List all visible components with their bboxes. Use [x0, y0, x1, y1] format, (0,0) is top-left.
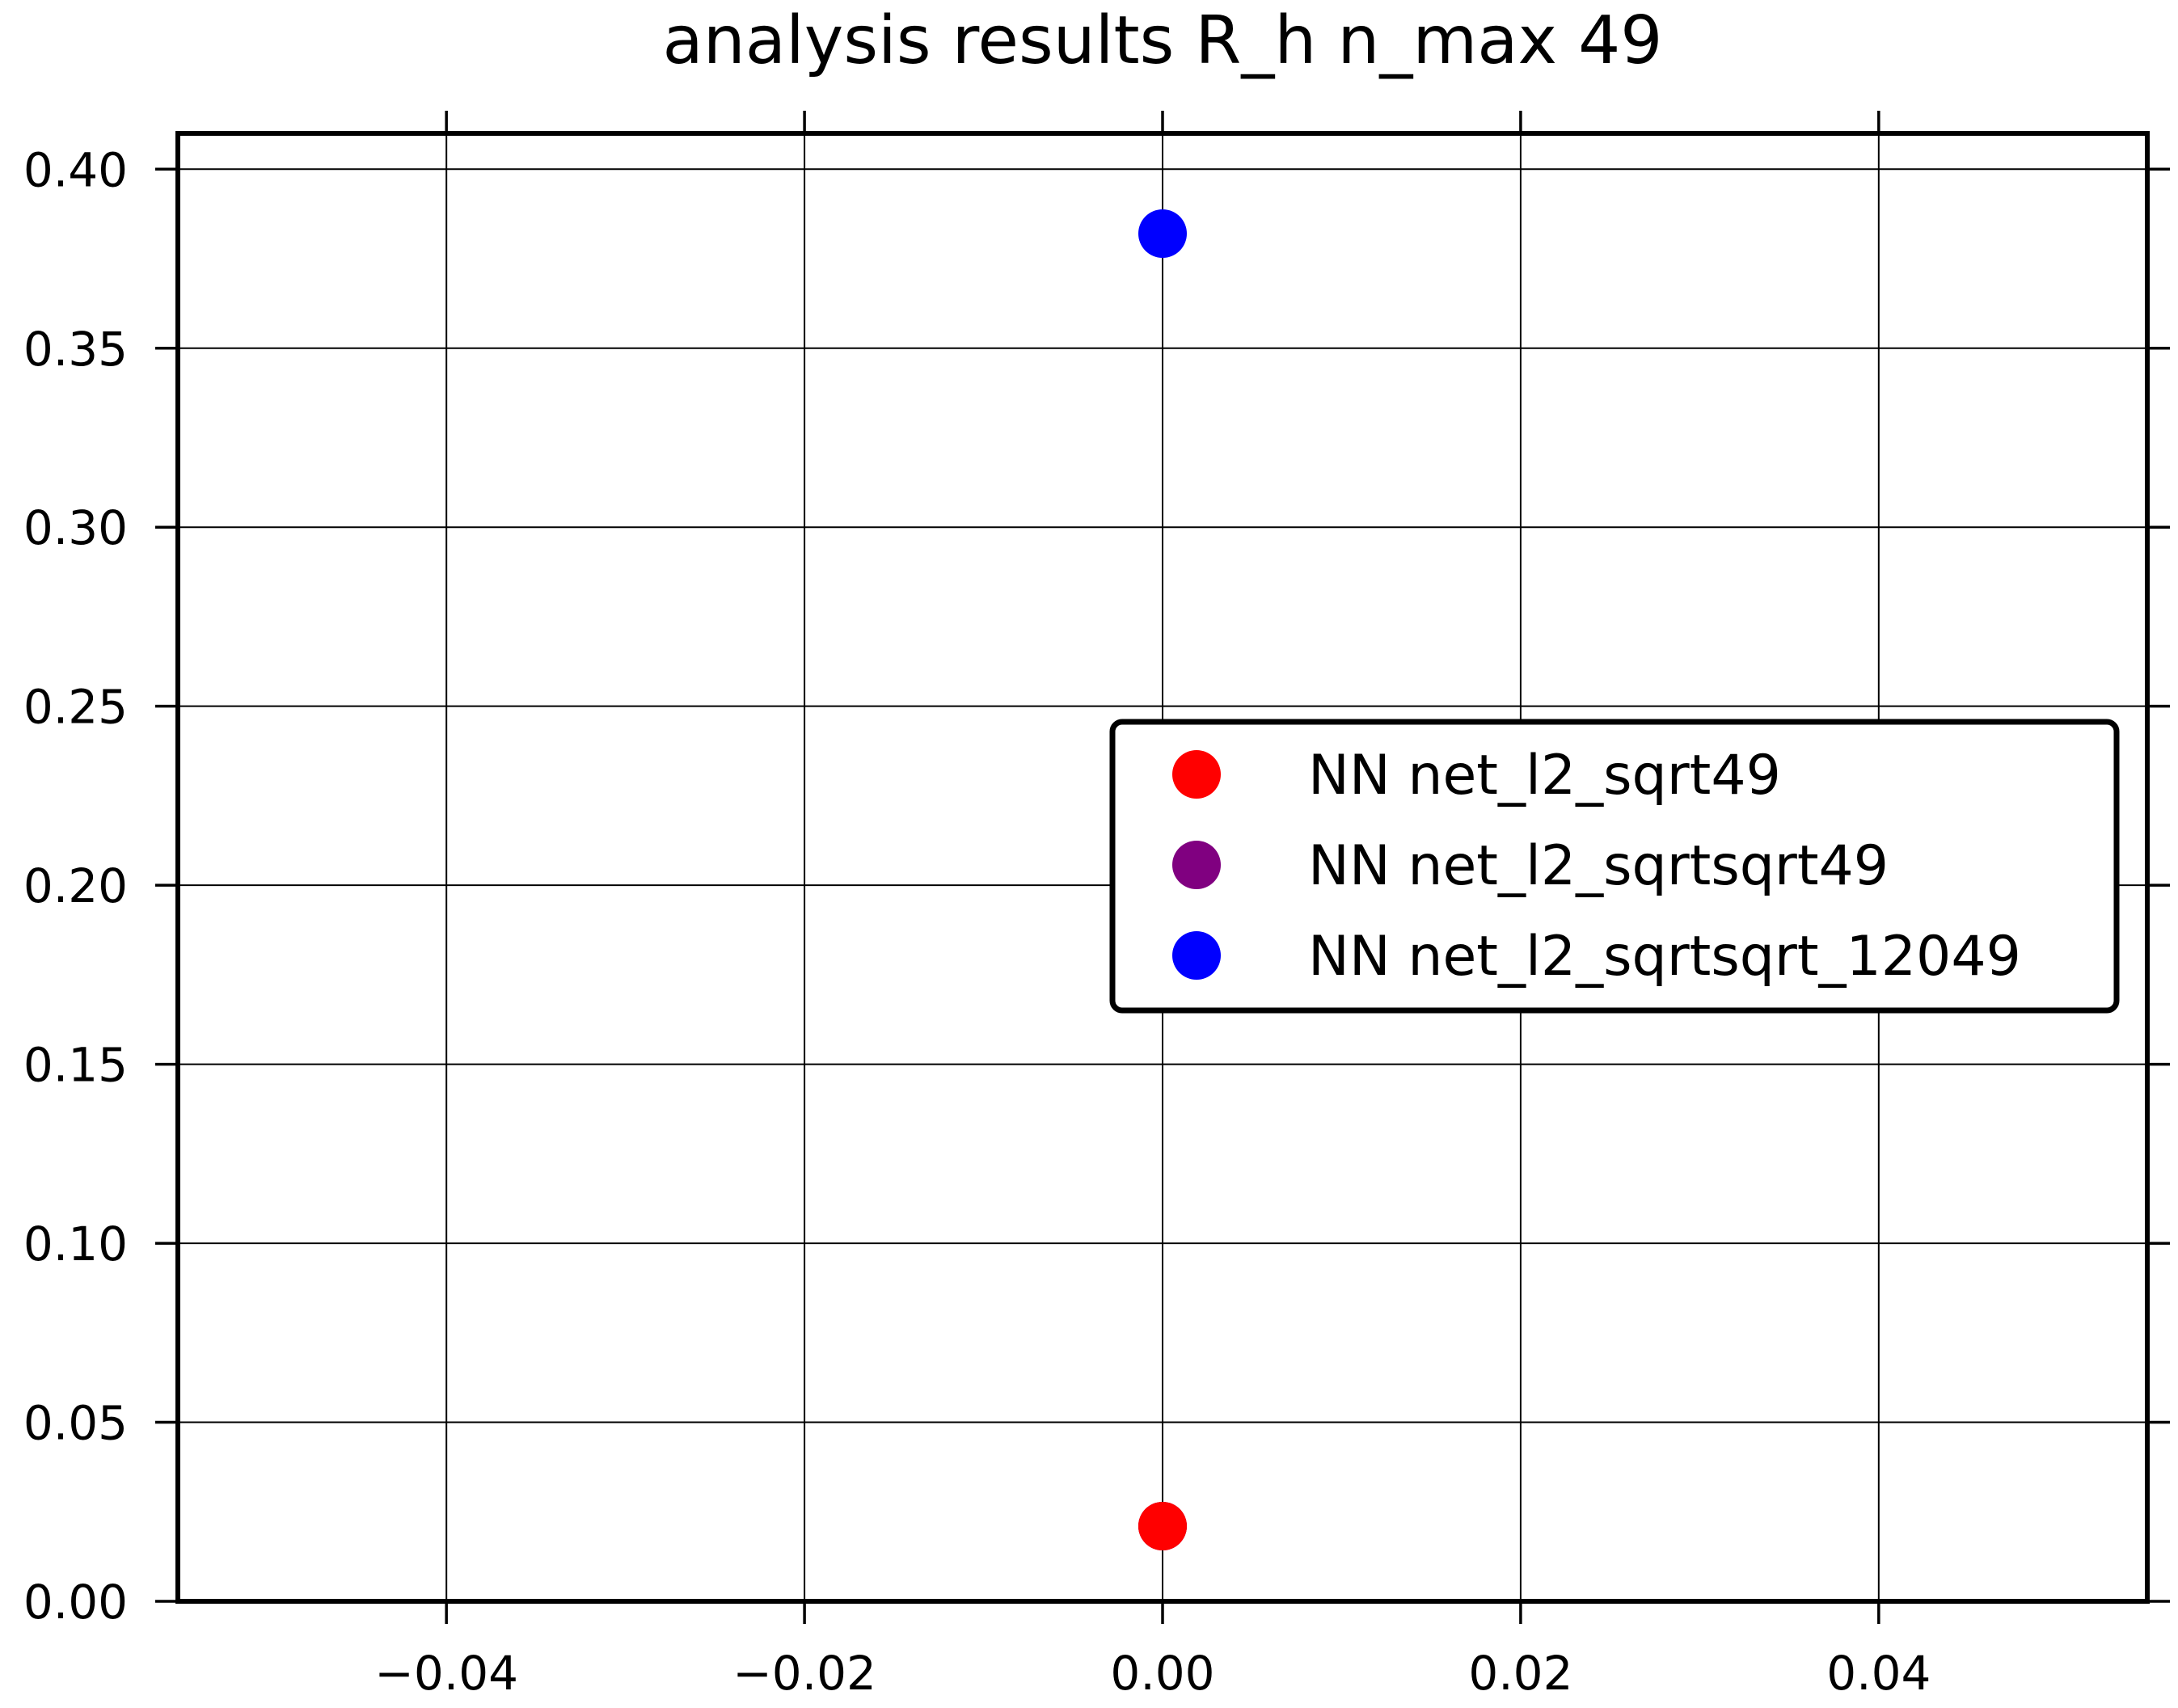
- y-tick-label: 0.25: [23, 680, 128, 735]
- legend-label: NN net_l2_sqrt49: [1308, 744, 1781, 808]
- y-tick-label: 0.35: [23, 322, 128, 377]
- y-tick-label: 0.10: [23, 1217, 128, 1272]
- y-tick-label: 0.15: [23, 1038, 128, 1093]
- legend-marker: [1172, 931, 1221, 980]
- legend-marker: [1172, 841, 1221, 889]
- x-tick-label: −0.04: [374, 1646, 518, 1701]
- axis-ticks: −0.04 −0.02 0.00 0.02 0.04 0.00 0.05 0.10 0.15 0.…: [23, 111, 2170, 1701]
- legend-frame: [1109, 719, 2120, 1014]
- legend: NN net_l2_sqrt49 NN net_l2_sqrtsqrt49 NN n…: [1109, 719, 2120, 1014]
- y-tick-label: 0.40: [23, 142, 128, 197]
- x-tick-label: 0.02: [1468, 1646, 1572, 1701]
- scatter-point-series-2: [1138, 209, 1187, 259]
- scatter-points: [1138, 209, 1187, 1550]
- y-tick-label: 0.00: [23, 1575, 128, 1630]
- legend-label: NN net_l2_sqrtsqrt49: [1308, 834, 1889, 898]
- chart-title: analysis results R_h n_max 49: [663, 2, 1663, 79]
- x-tick-label: 0.04: [1826, 1646, 1931, 1701]
- y-tick-label: 0.20: [23, 858, 128, 913]
- legend-marker: [1172, 750, 1221, 799]
- scatter-point-series-0-overlay: [1138, 1501, 1187, 1550]
- y-tick-label: 0.30: [23, 500, 128, 555]
- x-tick-label: 0.00: [1110, 1646, 1214, 1701]
- legend-label: NN net_l2_sqrtsqrt_12049: [1308, 925, 2021, 989]
- y-tick-label: 0.05: [23, 1396, 128, 1451]
- x-tick-label: −0.02: [732, 1646, 876, 1701]
